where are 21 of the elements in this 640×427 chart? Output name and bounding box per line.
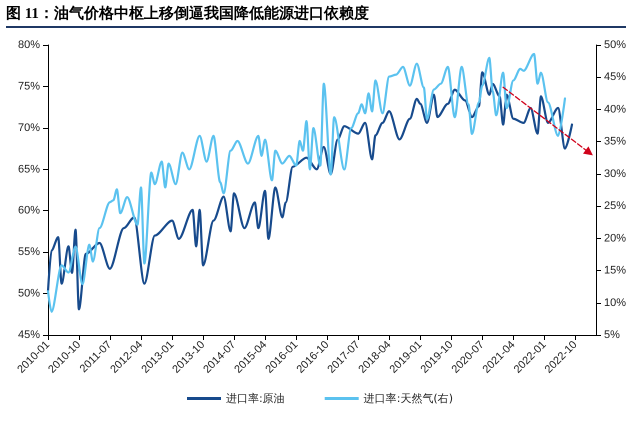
y-tick-label: 55% [18, 246, 40, 258]
y-tick-label: 70% [18, 122, 40, 134]
y-tick-label: 65% [18, 163, 40, 176]
y2-tick-label: 45% [604, 71, 626, 84]
legend-label: 进口率:天然气(右) [364, 392, 454, 405]
y2-tick-label: 10% [604, 296, 626, 309]
y2-tick-label: 30% [604, 168, 626, 180]
y-tick-label: 45% [18, 329, 40, 341]
y2-tick-label: 15% [604, 264, 626, 277]
y2-tick-label: 40% [604, 103, 626, 116]
y2-tick-label: 20% [604, 232, 626, 244]
y-tick-label: 50% [18, 288, 40, 300]
y2-tick-label: 35% [604, 136, 626, 148]
y-tick-label: 80% [18, 39, 40, 51]
y-tick-label: 60% [18, 204, 40, 217]
y2-tick-label: 25% [604, 200, 626, 212]
y2-tick-label: 50% [604, 39, 626, 51]
y2-tick-label: 5% [604, 329, 620, 341]
chart-title: 图 11：油气价格中枢上移倒逼我国降低能源进口依赖度 [6, 4, 626, 28]
legend-label: 进口率:原油 [226, 392, 285, 405]
y-tick-label: 75% [18, 80, 40, 92]
